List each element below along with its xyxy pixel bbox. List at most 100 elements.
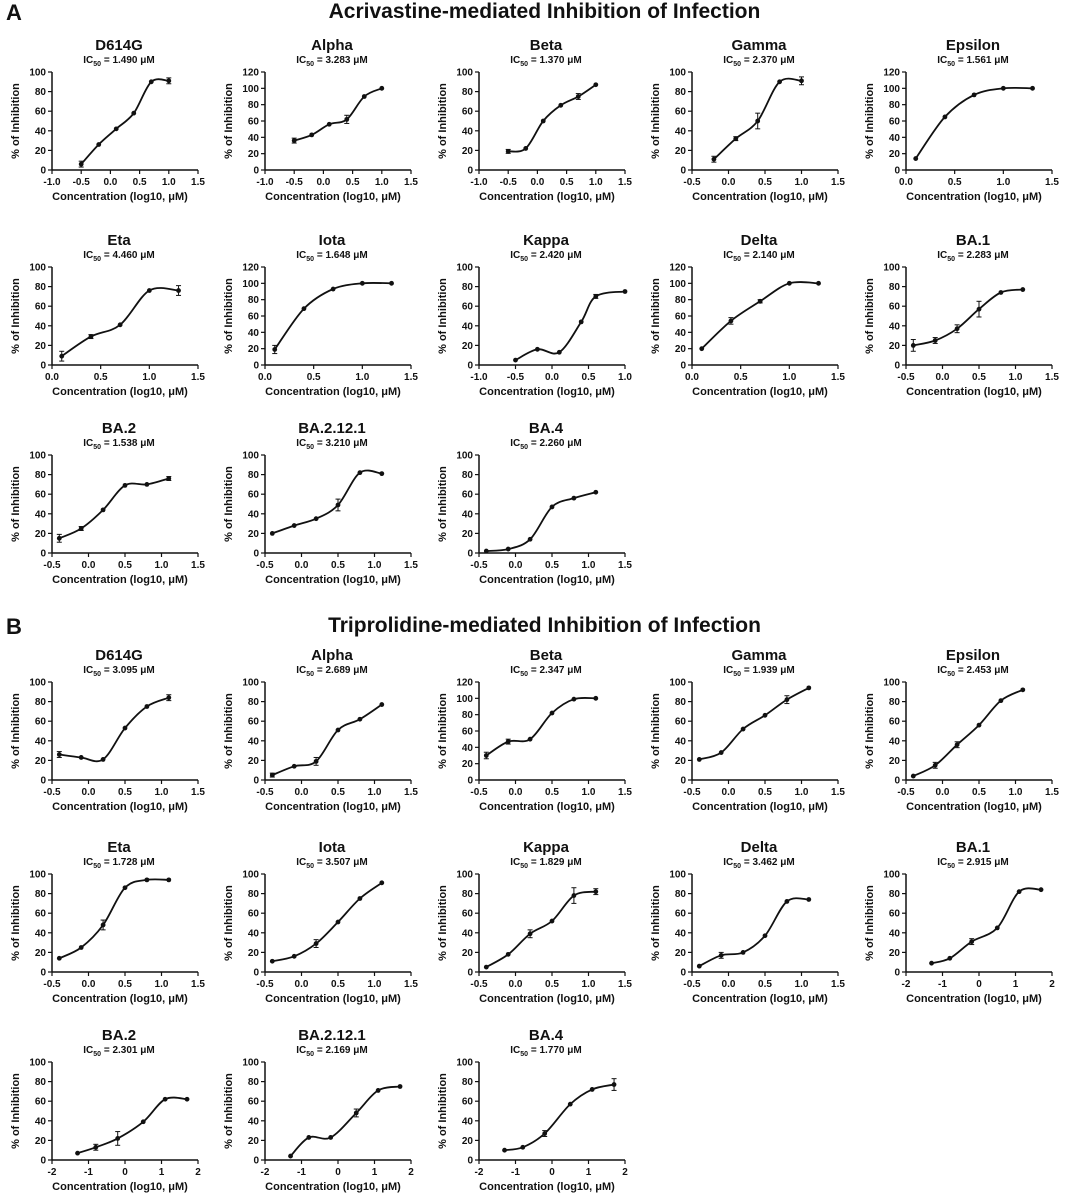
ic50-value: = 1.939 μM: [741, 665, 795, 676]
y-axis-label: % of Inhibition: [650, 885, 662, 961]
ic50-subscript: 50: [520, 1051, 528, 1058]
y-tick-label: 0: [894, 968, 900, 979]
x-tick-label: 0.5: [582, 372, 596, 383]
y-axis-label: % of Inhibition: [437, 278, 449, 354]
x-tick-label: -0.5: [43, 560, 61, 571]
x-tick-label: 1.5: [404, 372, 418, 383]
chart-title: Delta: [741, 839, 778, 856]
y-tick-label: 100: [242, 678, 259, 689]
y-axis-label: % of Inhibition: [864, 278, 876, 354]
x-tick-label: 1: [372, 1167, 378, 1178]
ic50-label: IC50 = 1.490 μM: [83, 55, 154, 68]
y-tick-label: 20: [248, 756, 260, 767]
y-tick-label: 0: [680, 361, 686, 372]
y-tick-label: 80: [889, 889, 901, 900]
ic50-prefix: IC: [937, 55, 947, 66]
x-tick-label: -2: [48, 1167, 57, 1178]
y-axis-label: % of Inhibition: [223, 693, 235, 769]
data-point: [344, 116, 350, 122]
ic50-label: IC50 = 3.507 μM: [296, 857, 367, 870]
data-point: [379, 702, 385, 707]
y-tick-label: 100: [456, 694, 473, 705]
ic50-label: IC50 = 2.347 μM: [510, 665, 581, 678]
y-axis-label: % of Inhibition: [437, 693, 449, 769]
x-tick-label: 0.0: [103, 177, 117, 188]
data-point: [1020, 287, 1026, 292]
x-tick-label: -1.0: [43, 177, 61, 188]
ic50-prefix: IC: [296, 665, 306, 676]
x-tick-label: 0.0: [316, 177, 330, 188]
data-point: [269, 772, 275, 778]
y-tick-label: 40: [675, 928, 687, 939]
y-tick-label: 60: [35, 490, 47, 501]
x-tick-label: -0.5: [43, 979, 61, 990]
ic50-value: = 3.283 μM: [314, 55, 368, 66]
y-tick-label: 80: [248, 889, 260, 900]
data-point: [816, 280, 821, 286]
ic50-subscript: 50: [520, 863, 528, 870]
x-tick-label: 0: [122, 1167, 128, 1178]
data-point: [786, 280, 792, 286]
ic50-prefix: IC: [83, 438, 93, 449]
data-point: [359, 280, 365, 286]
ic50-subscript: 50: [306, 256, 314, 263]
y-tick-label: 80: [889, 100, 901, 111]
x-tick-label: 1.5: [618, 560, 632, 571]
y-axis-label: % of Inhibition: [437, 885, 449, 961]
data-point: [100, 757, 106, 762]
data-point: [59, 353, 65, 359]
chart-title: Eta: [107, 839, 131, 856]
data-point: [93, 1144, 99, 1150]
ic50-value: = 2.140 μM: [741, 250, 795, 261]
ic50-label: IC50 = 2.370 μM: [723, 55, 794, 68]
data-point: [328, 1135, 334, 1140]
y-tick-label: 60: [675, 717, 687, 728]
y-tick-label: 40: [462, 126, 474, 137]
y-tick-label: 0: [894, 166, 900, 177]
chart-title: Kappa: [523, 839, 570, 856]
x-tick-label: 0.5: [545, 979, 559, 990]
x-tick-label: -1: [297, 1167, 306, 1178]
y-tick-label: 20: [462, 146, 474, 157]
x-tick-label: 0.0: [295, 560, 309, 571]
panel-title: Acrivastine-mediated Inhibition of Infec…: [328, 0, 761, 23]
y-tick-label: 40: [889, 321, 901, 332]
y-axis-label: % of Inhibition: [10, 466, 22, 542]
y-tick-label: 80: [675, 697, 687, 708]
y-tick-label: 60: [675, 909, 687, 920]
x-axis-label: Concentration (log10, μM): [479, 801, 615, 813]
x-tick-label: 0.0: [295, 787, 309, 798]
ic50-label: IC50 = 1.538 μM: [83, 438, 154, 451]
panel-b: B Triprolidine-mediated Inhibition of In…: [0, 610, 1069, 1200]
x-tick-label: 1.5: [618, 177, 632, 188]
x-tick-label: -0.5: [43, 787, 61, 798]
x-tick-label: 1.5: [404, 979, 418, 990]
ic50-label: IC50 = 2.140 μM: [723, 250, 794, 263]
y-tick-label: 0: [40, 776, 46, 787]
y-tick-label: 100: [456, 68, 473, 79]
ic50-label: IC50 = 1.561 μM: [937, 55, 1008, 68]
x-tick-label: 0.5: [972, 372, 986, 383]
ic50-subscript: 50: [520, 671, 528, 678]
x-tick-label: 0.5: [758, 979, 772, 990]
y-tick-label: 20: [35, 1136, 47, 1147]
y-tick-label: 100: [883, 84, 900, 95]
y-tick-label: 60: [35, 1097, 47, 1108]
data-point: [589, 1087, 595, 1092]
y-tick-label: 0: [253, 776, 259, 787]
x-axis-label: Concentration (log10, μM): [52, 801, 188, 813]
data-point: [740, 726, 746, 732]
y-axis-label: % of Inhibition: [864, 885, 876, 961]
ic50-prefix: IC: [296, 438, 306, 449]
data-point: [313, 941, 319, 946]
y-tick-label: 80: [248, 470, 260, 481]
y-tick-label: 0: [894, 361, 900, 372]
fit-curve: [701, 281, 819, 350]
x-tick-label: 2: [1049, 979, 1055, 990]
